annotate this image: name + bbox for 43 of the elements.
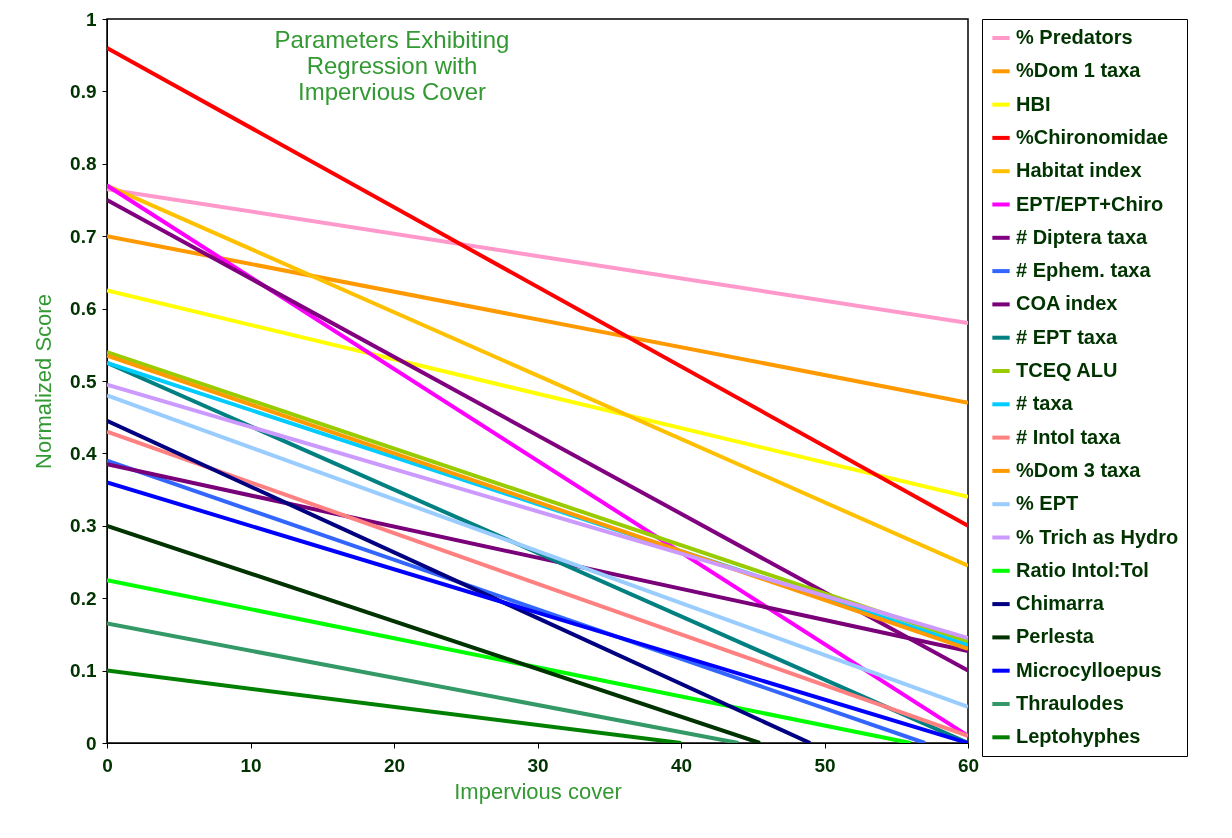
- legend-label: # Diptera taxa: [1016, 225, 1149, 248]
- x-tick-label: 10: [240, 754, 262, 776]
- y-tick-label: 0.3: [70, 515, 97, 537]
- legend-label: Leptohyphes: [1016, 725, 1141, 748]
- x-tick-label: 50: [814, 754, 836, 776]
- y-tick-label: 1: [85, 8, 97, 30]
- x-axis-title: Impervious cover: [454, 778, 622, 804]
- x-tick-label: 30: [527, 754, 549, 776]
- legend-label: % EPT: [1016, 492, 1079, 515]
- legend-label: Ratio Intol:Tol: [1016, 558, 1149, 581]
- legend-label: # taxa: [1016, 392, 1074, 415]
- legend-label: COA index: [1016, 292, 1118, 315]
- legend-label: TCEQ ALU: [1016, 359, 1118, 381]
- legend-label: Microcylloepus: [1016, 658, 1162, 681]
- legend-label: %Chironomidae: [1016, 125, 1169, 148]
- y-tick-label: 0.8: [70, 153, 97, 175]
- y-tick-label: 0.9: [70, 80, 97, 102]
- y-tick-label: 0.1: [70, 660, 97, 682]
- text: Parameters Exhibiting Regression with Impervious Cover: [274, 26, 510, 105]
- legend-label: % Predators: [1016, 26, 1133, 48]
- x-tick-label: 20: [383, 754, 406, 776]
- legend-label: % Trich as Hydro: [1016, 525, 1179, 548]
- legend-label: HBI: [1016, 92, 1051, 115]
- y-axis-title: Normalized Score: [31, 294, 57, 469]
- legend-label: # Ephem. taxa: [1016, 259, 1152, 282]
- y-tick-label: 0.2: [70, 587, 97, 609]
- legend-label: # Intol taxa: [1016, 425, 1122, 448]
- x-tick-label: 0: [102, 754, 113, 776]
- legend-label: EPT/EPT+Chiro: [1016, 192, 1164, 215]
- legend-label: Habitat index: [1016, 159, 1142, 182]
- y-tick-label: 0.6: [70, 298, 97, 320]
- y-tick-label: 0.5: [70, 370, 97, 392]
- y-tick-label: 0.7: [70, 225, 97, 247]
- legend-label: Chimarra: [1016, 592, 1105, 615]
- y-tick-label: 0: [85, 732, 97, 754]
- x-tick-label: 40: [670, 754, 693, 776]
- legend-label: %Dom 3 taxa: [1016, 458, 1142, 481]
- y-tick-label: 0.4: [70, 442, 97, 464]
- legend-label: # EPT taxa: [1016, 325, 1119, 348]
- legend-label: Thraulodes: [1016, 692, 1124, 714]
- legend-label: Perlesta: [1016, 625, 1095, 648]
- legend-label: %Dom 1 taxa: [1016, 59, 1142, 82]
- x-tick-label: 60: [957, 754, 980, 776]
